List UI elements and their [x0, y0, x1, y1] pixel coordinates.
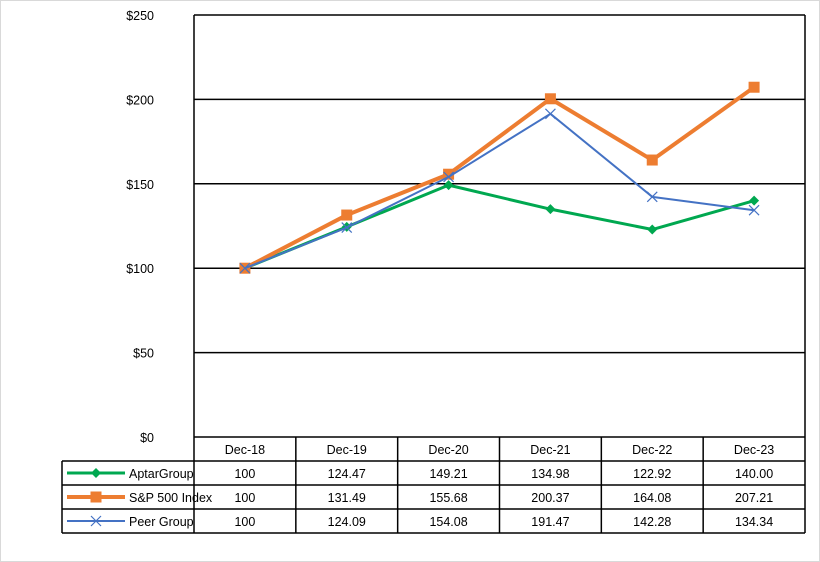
x-category-label: Dec-18	[225, 443, 265, 457]
legend-label: AptarGroup	[129, 467, 194, 481]
series-line-peer-group	[244, 112, 755, 270]
table-cell: 155.68	[429, 491, 467, 505]
x-category-label: Dec-23	[734, 443, 774, 457]
x-category-label: Dec-20	[428, 443, 468, 457]
data-point	[646, 191, 658, 203]
x-category-label: Dec-19	[327, 443, 367, 457]
table-cell: 134.34	[735, 515, 773, 529]
table-cell: 149.21	[429, 467, 467, 481]
data-point	[341, 209, 353, 221]
y-tick-label: $150	[126, 178, 154, 192]
data-point	[544, 93, 556, 105]
x-category-label: Dec-21	[530, 443, 570, 457]
data-point	[647, 224, 658, 235]
table-cell: 191.47	[531, 515, 569, 529]
y-tick-label: $0	[140, 431, 154, 445]
data-point	[646, 154, 658, 166]
legend-marker	[90, 491, 102, 503]
table-cell: 124.47	[328, 467, 366, 481]
table-cell: 124.09	[328, 515, 366, 529]
table-cell: 131.49	[328, 491, 366, 505]
table-cell: 122.92	[633, 467, 671, 481]
y-tick-label: $200	[126, 93, 154, 107]
data-point	[748, 204, 760, 216]
data-point	[544, 108, 556, 120]
data-point	[443, 180, 454, 191]
table-cell: 100	[234, 467, 255, 481]
table-cell: 100	[234, 515, 255, 529]
y-tick-label: $50	[133, 347, 154, 361]
table-cell: 134.98	[531, 467, 569, 481]
legend-marker	[90, 515, 102, 527]
data-point	[748, 81, 760, 93]
table-cell: 154.08	[429, 515, 467, 529]
y-tick-label: $100	[126, 262, 154, 276]
table-cell: 207.21	[735, 491, 773, 505]
data-point	[749, 195, 760, 206]
legend-label: S&P 500 Index	[129, 491, 213, 505]
data-point	[443, 168, 455, 180]
data-point	[239, 262, 251, 274]
series-line-s-p-500-index	[243, 85, 756, 270]
legend-label: Peer Group	[129, 515, 194, 529]
y-tick-label: $250	[126, 9, 154, 23]
data-point	[545, 204, 556, 215]
table-cell: 100	[234, 491, 255, 505]
legend-marker	[91, 468, 101, 478]
x-category-label: Dec-22	[632, 443, 672, 457]
table-cell: 142.28	[633, 515, 671, 529]
data-point	[443, 171, 455, 183]
table-cell: 164.08	[633, 491, 671, 505]
data-point	[341, 222, 353, 233]
table-cell: 200.37	[531, 491, 569, 505]
table-cell: 140.00	[735, 467, 773, 481]
